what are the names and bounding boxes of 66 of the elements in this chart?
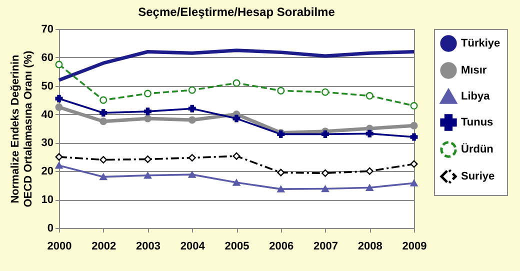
y-tick-label: 70 (41, 24, 54, 36)
point (366, 167, 374, 175)
point (55, 60, 63, 68)
chart-title: Seçme/Eleştirme/Hesap Sorabilme (138, 5, 336, 19)
point (410, 160, 418, 168)
y-tick-label: 50 (41, 80, 54, 92)
point (232, 152, 240, 160)
point (410, 102, 418, 110)
point (55, 153, 63, 161)
point (144, 108, 152, 116)
point (232, 179, 240, 186)
point (410, 133, 418, 141)
point (144, 114, 152, 122)
point (188, 154, 196, 162)
point (144, 155, 152, 163)
point (55, 94, 63, 102)
legend-label: Libya (461, 90, 491, 102)
point (321, 130, 330, 138)
point (188, 86, 196, 94)
point (100, 118, 108, 126)
point (277, 186, 285, 192)
x-tick-label: 2000 (47, 240, 72, 252)
y-tick-label: 60 (41, 52, 54, 64)
point (321, 185, 330, 192)
point (100, 96, 108, 104)
x-tick-label: 2002 (92, 240, 116, 252)
y-tick-label: 20 (41, 166, 54, 178)
line-series (57, 48, 416, 82)
point (321, 169, 330, 177)
point (144, 90, 152, 98)
y-tick-label: 10 (41, 194, 54, 206)
legend-label: Tunus (461, 116, 494, 128)
legend-label: Suriye (461, 170, 495, 182)
x-tick-label: 2007 (314, 240, 338, 252)
point (144, 172, 152, 179)
point (277, 86, 285, 94)
point (188, 171, 196, 178)
legend-label: Türkiye (461, 38, 500, 50)
point (55, 162, 63, 169)
point (55, 103, 63, 111)
point (366, 92, 374, 100)
point (321, 88, 330, 96)
y-tick-label: 30 (41, 137, 54, 150)
y-axis-title: Normalize Endeks Değerinin OECD Ortalamasına Oranı (%) (9, 50, 34, 208)
point (277, 168, 285, 176)
point (366, 184, 374, 191)
x-tick-label: 2008 (358, 240, 382, 252)
point (188, 116, 196, 124)
y-tick-label: 40 (41, 108, 54, 121)
point (410, 180, 418, 186)
point (100, 109, 108, 117)
legend-label: Ürdün (461, 142, 494, 156)
x-tick-label: 2009 (402, 240, 427, 252)
y-tick-label: 0 (47, 222, 54, 234)
x-tick-label: 2003 (136, 240, 160, 252)
point (232, 114, 240, 122)
point (100, 156, 108, 164)
x-tick-label: 2005 (224, 240, 250, 252)
point (188, 104, 196, 112)
legend-label: Mısır (461, 64, 488, 76)
point (410, 122, 418, 130)
point (100, 173, 108, 180)
point (366, 130, 374, 138)
x-tick-label: 2006 (269, 240, 294, 252)
point (232, 79, 240, 87)
x-tick-label: 2004 (180, 240, 206, 252)
